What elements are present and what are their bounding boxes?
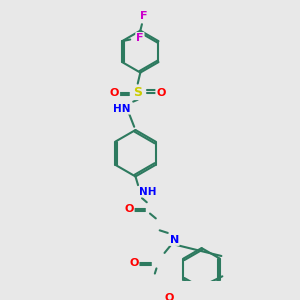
Text: O: O: [156, 88, 166, 98]
Text: O: O: [129, 258, 139, 268]
Text: F: F: [136, 33, 144, 43]
Text: O: O: [110, 88, 119, 98]
Text: O: O: [165, 293, 174, 300]
Text: HN: HN: [113, 104, 130, 114]
Text: S: S: [133, 86, 142, 99]
Text: NH: NH: [139, 187, 157, 196]
Text: F: F: [140, 11, 147, 21]
Text: N: N: [169, 235, 179, 245]
Text: O: O: [124, 204, 134, 214]
